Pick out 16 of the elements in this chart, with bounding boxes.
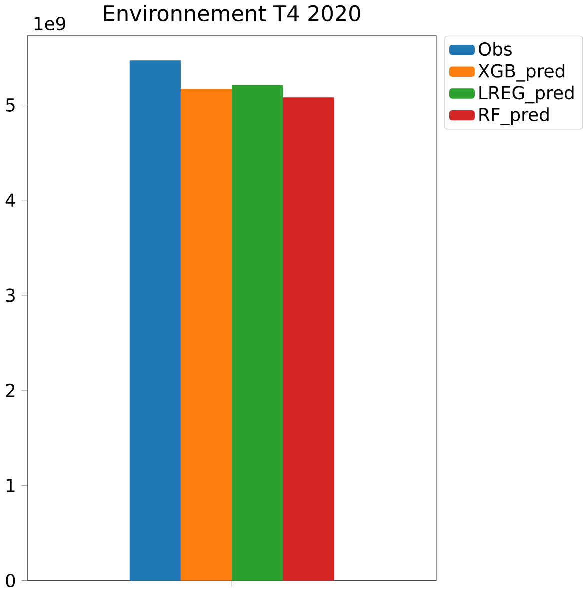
legend-label: RF_pred [480, 108, 549, 126]
y-tick-label: 4 [6, 194, 16, 207]
y-tick-label: 2 [6, 384, 15, 398]
legend-label: LREG_pred [480, 86, 574, 104]
bar [232, 85, 284, 581]
y-tick-label: 0 [6, 574, 16, 588]
bar [283, 98, 334, 581]
text: 1e9 [34, 17, 66, 31]
y-tick-label: 5 [6, 98, 15, 112]
bar [130, 60, 181, 581]
legend-label: Obs [478, 42, 512, 56]
chart-title: Environnement T4 2020 [104, 4, 360, 22]
y-tick-label: 1 [6, 479, 15, 492]
y-tick-label: 3 [6, 288, 15, 302]
legend-label: XGB_pred [478, 64, 564, 82]
bar [180, 89, 232, 581]
